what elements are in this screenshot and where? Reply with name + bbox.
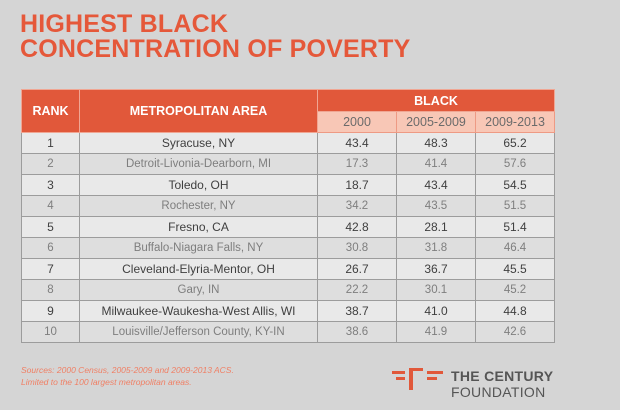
cell-metro: Milwaukee-Waukesha-West Allis, WI <box>79 300 318 322</box>
cell-metro: Louisville/Jefferson County, KY-IN <box>79 321 318 343</box>
logo-line-2: FOUNDATION <box>451 384 546 400</box>
sources-line-2: Limited to the 100 largest metropolitan … <box>21 377 192 387</box>
cell-rank: 1 <box>21 132 80 154</box>
cell-2009-2013: 46.4 <box>474 237 556 259</box>
cell-metro: Rochester, NY <box>79 195 318 217</box>
cell-2000: 18.7 <box>317 174 397 196</box>
cell-2009-2013: 54.5 <box>474 174 556 196</box>
cell-2000: 17.3 <box>317 153 397 175</box>
cell-2000: 38.7 <box>317 300 397 322</box>
table-row: 8 Gary, IN 22.2 30.1 45.2 <box>21 279 556 301</box>
cell-2000: 22.2 <box>317 279 397 301</box>
cell-2009-2013: 42.6 <box>474 321 556 343</box>
cell-2005-2009: 43.4 <box>396 174 476 196</box>
cell-metro: Fresno, CA <box>79 216 318 238</box>
cell-rank: 8 <box>21 279 80 301</box>
cell-metro: Toledo, OH <box>79 174 318 196</box>
sources-line-1: Sources: 2000 Census, 2005-2009 and 2009… <box>21 365 234 375</box>
cell-rank: 4 <box>21 195 80 217</box>
poverty-table: RANK METROPOLITAN AREA BLACK 2000 2005-2… <box>21 89 556 343</box>
cell-rank: 2 <box>21 153 80 175</box>
century-foundation-logo-icon <box>392 368 443 390</box>
header-group-black: BLACK <box>316 89 556 112</box>
table-row: 6 Buffalo-Niagara Falls, NY 30.8 31.8 46… <box>21 237 556 259</box>
cell-rank: 3 <box>21 174 80 196</box>
cell-2005-2009: 28.1 <box>396 216 476 238</box>
cell-rank: 9 <box>21 300 80 322</box>
cell-2009-2013: 44.8 <box>474 300 556 322</box>
cell-metro: Gary, IN <box>79 279 318 301</box>
sources-note: Sources: 2000 Census, 2005-2009 and 2009… <box>21 364 234 388</box>
cell-2000: 26.7 <box>317 258 397 280</box>
cell-2005-2009: 41.9 <box>396 321 476 343</box>
cell-rank: 10 <box>21 321 80 343</box>
header-year-2005-2009: 2005-2009 <box>396 111 476 133</box>
cell-2005-2009: 36.7 <box>396 258 476 280</box>
cell-2000: 30.8 <box>317 237 397 259</box>
cell-2000: 38.6 <box>317 321 397 343</box>
title-line-1: HIGHEST BLACK <box>20 10 229 38</box>
cell-2005-2009: 31.8 <box>396 237 476 259</box>
cell-rank: 7 <box>21 258 80 280</box>
cell-2005-2009: 43.5 <box>396 195 476 217</box>
cell-2005-2009: 41.0 <box>396 300 476 322</box>
cell-2009-2013: 65.2 <box>474 132 556 154</box>
cell-2000: 42.8 <box>317 216 397 238</box>
title-line-2: CONCENTRATION OF POVERTY <box>20 35 411 63</box>
cell-2009-2013: 57.6 <box>474 153 556 175</box>
cell-2009-2013: 51.4 <box>474 216 556 238</box>
cell-2009-2013: 51.5 <box>474 195 556 217</box>
table-row: 4 Rochester, NY 34.2 43.5 51.5 <box>21 195 556 217</box>
table-row: 1 Syracuse, NY 43.4 48.3 65.2 <box>21 132 556 154</box>
cell-rank: 6 <box>21 237 80 259</box>
cell-2005-2009: 30.1 <box>396 279 476 301</box>
cell-metro: Cleveland-Elyria-Mentor, OH <box>79 258 318 280</box>
cell-2009-2013: 45.2 <box>474 279 556 301</box>
table-row: 3 Toledo, OH 18.7 43.4 54.5 <box>21 174 556 196</box>
header-metro: METROPOLITAN AREA <box>79 89 318 133</box>
table-row: 10 Louisville/Jefferson County, KY-IN 38… <box>21 321 556 343</box>
cell-metro: Syracuse, NY <box>79 132 318 154</box>
cell-metro: Buffalo-Niagara Falls, NY <box>79 237 318 259</box>
cell-2000: 34.2 <box>317 195 397 217</box>
cell-2009-2013: 45.5 <box>474 258 556 280</box>
table-row: 2 Detroit-Livonia-Dearborn, MI 17.3 41.4… <box>21 153 556 175</box>
logo-line-1: THE CENTURY <box>451 368 554 384</box>
header-year-2000: 2000 <box>317 111 397 133</box>
cell-2005-2009: 48.3 <box>396 132 476 154</box>
header-rank: RANK <box>21 89 80 133</box>
table-row: 7 Cleveland-Elyria-Mentor, OH 26.7 36.7 … <box>21 258 556 280</box>
table-row: 5 Fresno, CA 42.8 28.1 51.4 <box>21 216 556 238</box>
table-row: 9 Milwaukee-Waukesha-West Allis, WI 38.7… <box>21 300 556 322</box>
cell-2005-2009: 41.4 <box>396 153 476 175</box>
cell-metro: Detroit-Livonia-Dearborn, MI <box>79 153 318 175</box>
page-title: HIGHEST BLACK CONCENTRATION OF POVERTY <box>20 12 580 62</box>
header-year-2009-2013: 2009-2013 <box>474 111 556 133</box>
century-foundation-logo: THE CENTURY FOUNDATION <box>392 365 562 401</box>
cell-2000: 43.4 <box>317 132 397 154</box>
cell-rank: 5 <box>21 216 80 238</box>
